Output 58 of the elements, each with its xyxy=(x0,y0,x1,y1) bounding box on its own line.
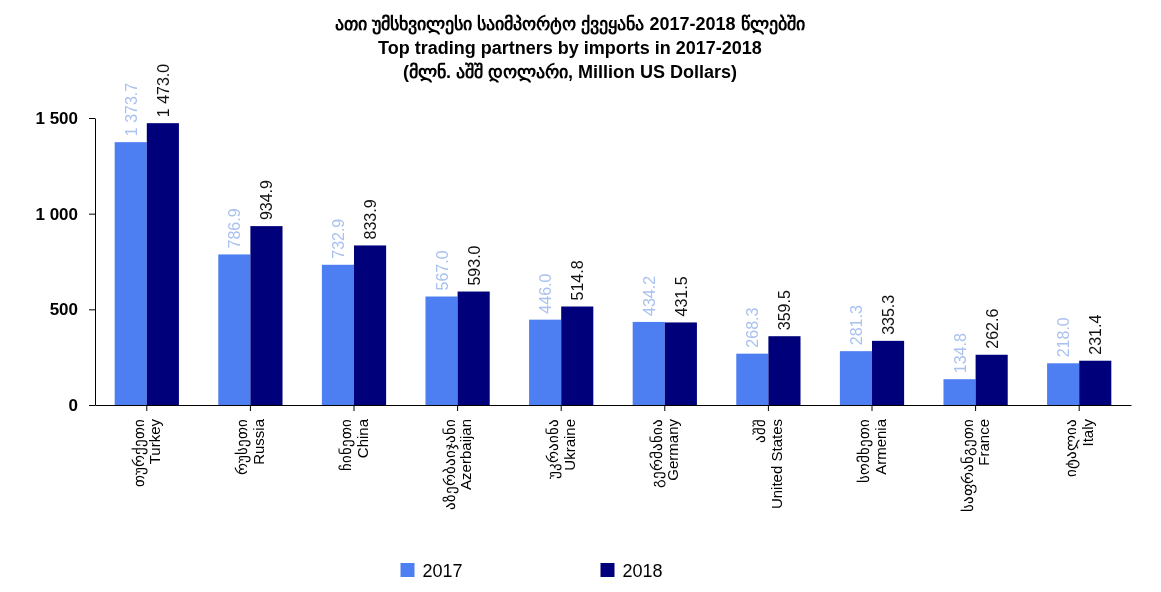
bar xyxy=(146,123,179,405)
bar xyxy=(1047,363,1080,405)
data-label: 281.3 xyxy=(847,305,865,346)
data-label: 434.2 xyxy=(640,275,658,316)
data-label: 1 473.0 xyxy=(154,63,172,118)
chart-title: ათი უმსხვილესი საიმპორტო ქვეყანა 2017-2018 წლებში xyxy=(335,14,805,35)
y-tick-label: 0 xyxy=(68,395,78,415)
x-tick-label: იტალია Italy xyxy=(1062,418,1096,477)
y-tick-label: 1 500 xyxy=(35,108,78,128)
x-tick-label: თურქეთი Turkey xyxy=(129,418,164,487)
x-tick-label: ჩინეთი China xyxy=(337,418,371,471)
y-tick-label: 500 xyxy=(49,300,78,320)
y-tick-label: 1 000 xyxy=(35,204,78,224)
x-tick-label: რუსეთი Russia xyxy=(233,418,267,475)
bar xyxy=(218,254,251,405)
bar xyxy=(839,351,872,405)
data-label: 934.9 xyxy=(258,179,276,221)
data-label: 567.0 xyxy=(433,250,451,291)
data-label: 833.9 xyxy=(362,199,380,240)
x-tick-label: უკრაინა Ukraine xyxy=(544,419,578,479)
x-tick-label: გერმანია Germany xyxy=(647,418,682,488)
bar xyxy=(975,354,1008,405)
data-label: 786.9 xyxy=(226,208,244,249)
bar xyxy=(561,306,594,405)
x-tick-label: სომხეთი Armenia xyxy=(855,418,889,483)
bar xyxy=(736,353,769,405)
x-tick-label: საფრანგეთი France xyxy=(958,419,993,512)
data-label: 593.0 xyxy=(465,245,483,286)
bar xyxy=(425,296,458,405)
data-label: 431.5 xyxy=(672,276,690,317)
data-label: 514.8 xyxy=(569,260,587,301)
data-label: 732.9 xyxy=(329,218,347,259)
bar xyxy=(529,319,562,405)
data-label: 231.4 xyxy=(1087,314,1105,355)
bar xyxy=(768,336,801,405)
data-label: 1 373.7 xyxy=(122,82,140,137)
data-label: 446.0 xyxy=(537,273,555,314)
data-label: 359.5 xyxy=(776,290,794,331)
bar xyxy=(1079,360,1112,405)
bar xyxy=(664,322,697,405)
bar xyxy=(457,291,490,405)
bar xyxy=(114,142,147,405)
data-label: 218.0 xyxy=(1055,317,1073,358)
data-label: 268.3 xyxy=(744,307,762,348)
legend-label: 2018 xyxy=(622,561,663,581)
bar xyxy=(872,340,905,405)
bar xyxy=(943,379,976,405)
data-label: 335.3 xyxy=(880,294,898,335)
data-label: 262.6 xyxy=(983,308,1001,349)
data-label: 134.8 xyxy=(951,333,969,374)
bar xyxy=(354,245,387,405)
x-tick-label: აშშ United States xyxy=(751,419,785,510)
chart-subtitle: Top trading partners by imports in 2017-2018 (მლნ. აშშ დოლარი, Million US Dollars) xyxy=(378,38,762,83)
legend-label: 2017 xyxy=(422,561,463,581)
bar xyxy=(250,226,283,405)
x-tick-label: აზერბაიჯანი Azerbaijan xyxy=(440,419,475,510)
bar xyxy=(321,264,354,405)
bar xyxy=(632,321,665,405)
